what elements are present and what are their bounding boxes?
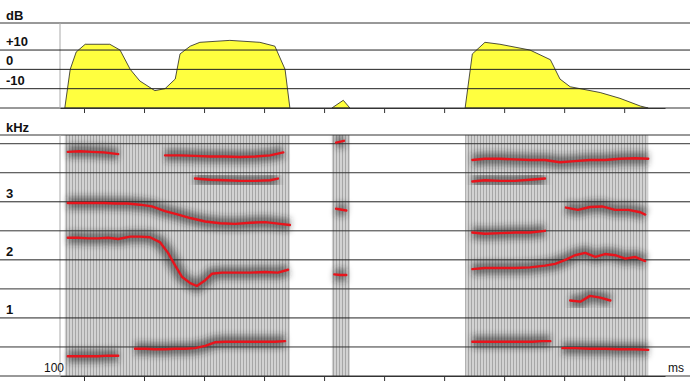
x-tick-mark xyxy=(624,108,625,113)
x-tick-mark xyxy=(504,376,505,381)
x-tick-mark xyxy=(264,376,265,381)
x-tick-mark xyxy=(324,108,325,113)
x-tick xyxy=(624,376,625,381)
x-tick xyxy=(444,108,445,113)
formant-track xyxy=(195,179,545,182)
x-tick-mark xyxy=(444,376,445,381)
grid-line xyxy=(0,88,690,89)
x-axis xyxy=(61,108,666,113)
formant-track xyxy=(68,341,648,356)
x-tick-mark xyxy=(444,108,445,113)
y-tick-label: 3 xyxy=(6,186,13,201)
formant-band xyxy=(68,237,645,286)
x-tick-mark xyxy=(84,376,85,381)
formant-track xyxy=(68,141,648,162)
grid-line xyxy=(0,259,690,260)
y-axis-title: dB xyxy=(6,8,23,23)
panel: 1 2 3 kHz ms 100 xyxy=(0,120,690,381)
grid-line-minor xyxy=(0,288,690,289)
x-tick-mark xyxy=(204,108,205,113)
x-tick xyxy=(564,108,565,113)
frame-bottom xyxy=(0,376,690,377)
x-tick xyxy=(564,376,565,381)
x-tick xyxy=(324,108,325,113)
figure: -10 0 +10 dB 1 2 3 kHz ms 100 xyxy=(0,0,690,390)
y-tick-label: +10 xyxy=(6,34,28,49)
x-tick xyxy=(444,376,445,381)
x-axis-title: ms xyxy=(668,361,684,375)
x-tick xyxy=(144,108,145,113)
frame-bottom xyxy=(0,108,690,109)
formant-track xyxy=(68,203,645,234)
x-tick xyxy=(264,108,265,113)
formant-track xyxy=(68,237,645,286)
x-tick-mark xyxy=(324,376,325,381)
x-tick-mark xyxy=(384,108,385,113)
x-axis-line xyxy=(61,376,666,377)
panel: -10 0 +10 dB xyxy=(0,8,690,113)
x-tick xyxy=(324,376,325,381)
x-tick xyxy=(204,376,205,381)
grid-line xyxy=(0,50,690,51)
x-tick-mark xyxy=(624,376,625,381)
frame-left xyxy=(60,23,61,108)
formant-band xyxy=(195,179,545,182)
x-tick xyxy=(84,108,85,113)
y-tick-label: 1 xyxy=(6,302,13,317)
x-tick xyxy=(84,376,85,381)
y-tick-label: -10 xyxy=(6,73,25,88)
formant-track xyxy=(570,296,610,302)
x-tick xyxy=(264,376,265,381)
x-tick-mark xyxy=(264,108,265,113)
x-tick-mark xyxy=(564,108,565,113)
grid-line-minor xyxy=(0,143,690,144)
x-tick xyxy=(504,108,505,113)
x-tick-mark xyxy=(564,376,565,381)
formant-band xyxy=(68,203,645,234)
plot-back xyxy=(65,135,648,376)
plot-front xyxy=(68,141,648,356)
x-tick-mark xyxy=(84,108,85,113)
grid-line-minor xyxy=(0,346,690,347)
x-tick xyxy=(204,108,205,113)
y-tick-label: 0 xyxy=(6,53,13,68)
grid-line-minor xyxy=(0,230,690,231)
grid-line-minor xyxy=(0,172,690,173)
grid-line xyxy=(0,69,690,70)
x-tick-mark xyxy=(384,376,385,381)
x-tick-mark xyxy=(144,108,145,113)
formant-band xyxy=(570,296,610,302)
voiced-region xyxy=(332,135,350,376)
frame-left xyxy=(60,135,61,376)
y-axis-title: kHz xyxy=(6,120,30,135)
formant-band xyxy=(68,341,648,356)
x-axis xyxy=(61,376,666,381)
annotation: 100 xyxy=(44,361,64,375)
x-tick xyxy=(144,376,145,381)
x-tick xyxy=(384,108,385,113)
y-tick-label: 2 xyxy=(6,244,13,259)
frame-top xyxy=(0,23,690,24)
x-tick xyxy=(384,376,385,381)
x-axis-line xyxy=(61,108,666,109)
x-tick-mark xyxy=(204,376,205,381)
frame-top xyxy=(0,135,690,136)
x-tick xyxy=(504,376,505,381)
x-tick-mark xyxy=(504,108,505,113)
x-tick-mark xyxy=(144,376,145,381)
x-tick xyxy=(624,108,625,113)
grid-line xyxy=(0,317,690,318)
